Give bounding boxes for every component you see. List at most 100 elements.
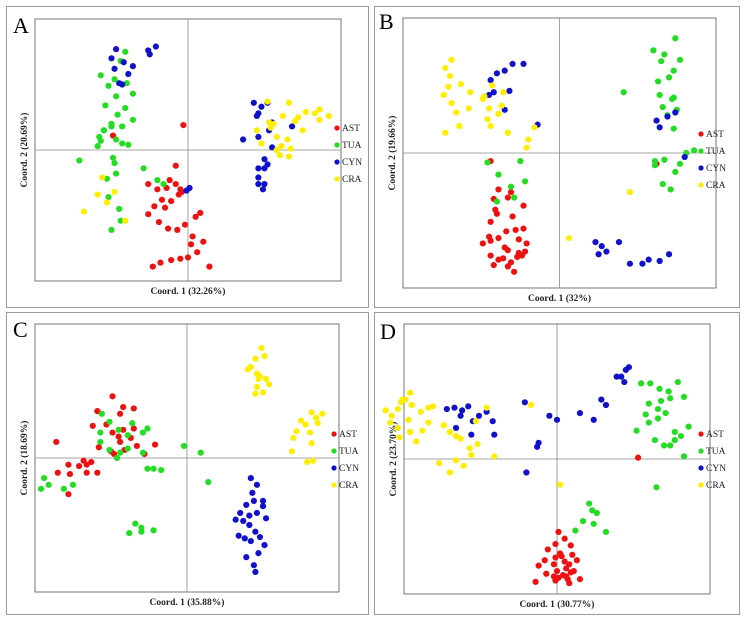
data-point-cra bbox=[308, 409, 315, 416]
data-point-cyn bbox=[288, 123, 296, 130]
data-point-cyn bbox=[255, 165, 262, 172]
data-point-cyn bbox=[120, 59, 127, 66]
data-point-tua bbox=[620, 89, 627, 96]
data-point-tua bbox=[685, 423, 692, 430]
data-point-tua bbox=[662, 410, 669, 417]
data-point-cyn bbox=[259, 186, 267, 193]
legend-label-tua: TUA bbox=[339, 447, 359, 457]
data-point-ast bbox=[53, 438, 60, 446]
data-point-cra bbox=[448, 99, 455, 107]
data-point-tua bbox=[114, 111, 121, 118]
data-point-cyn bbox=[598, 396, 605, 403]
data-point-cyn bbox=[521, 399, 528, 406]
x-axis-label: Coord. 1 (32.26%) bbox=[151, 286, 226, 297]
data-point-cra bbox=[436, 459, 443, 467]
data-point-tua bbox=[665, 74, 673, 81]
data-point-cyn bbox=[247, 475, 254, 482]
data-point-ast bbox=[83, 461, 90, 468]
data-point-cra bbox=[264, 98, 271, 105]
data-point-cra bbox=[258, 140, 265, 147]
data-point-ast bbox=[504, 247, 511, 254]
data-point-cyn bbox=[590, 416, 597, 423]
data-point-cra bbox=[285, 153, 293, 160]
data-point-ast bbox=[512, 226, 519, 234]
data-point-tua bbox=[97, 72, 104, 79]
data-point-cyn bbox=[618, 373, 625, 380]
data-point-tua bbox=[122, 104, 129, 112]
data-point-tua bbox=[94, 142, 101, 150]
data-point-ast bbox=[206, 263, 213, 270]
data-point-cra bbox=[299, 127, 306, 134]
legend-marker-ast bbox=[698, 431, 704, 437]
data-point-cra bbox=[316, 116, 323, 123]
data-point-cra bbox=[122, 217, 129, 224]
y-axis-label: Coord. 2 (19.66%) bbox=[387, 116, 398, 191]
data-point-cra bbox=[483, 404, 490, 411]
data-point-tua bbox=[125, 141, 132, 148]
data-point-cra bbox=[80, 208, 88, 215]
data-point-cyn bbox=[576, 410, 584, 417]
data-point-cyn bbox=[452, 424, 460, 432]
data-point-cra bbox=[244, 366, 251, 373]
data-point-ast bbox=[65, 491, 72, 498]
legend-marker-cyn bbox=[698, 465, 704, 471]
data-point-cyn bbox=[252, 568, 259, 575]
data-point-cyn bbox=[451, 404, 458, 411]
data-point-cra bbox=[474, 441, 481, 448]
data-point-cra bbox=[408, 401, 415, 409]
data-point-cyn bbox=[111, 65, 118, 72]
data-point-ast bbox=[154, 186, 161, 193]
data-point-ast bbox=[520, 202, 527, 209]
data-point-tua bbox=[667, 395, 674, 402]
data-point-ast bbox=[168, 256, 175, 264]
data-point-cyn bbox=[553, 416, 561, 423]
legend-marker-tua bbox=[331, 448, 337, 454]
data-point-cra bbox=[94, 191, 101, 198]
data-point-ast bbox=[109, 429, 116, 436]
data-point-tua bbox=[651, 437, 659, 444]
data-point-ast bbox=[520, 225, 527, 232]
data-point-cra bbox=[252, 355, 259, 362]
legend-marker-cyn bbox=[331, 465, 337, 471]
scatter-plot-c: C Coord. 1 (35.88%) Coord. 2 (18.69%) AST TU… bbox=[13, 317, 359, 608]
data-point-cra bbox=[465, 105, 472, 112]
data-point-tua bbox=[521, 178, 529, 185]
data-point-tua bbox=[654, 415, 662, 422]
data-point-cra bbox=[504, 129, 511, 136]
data-point-cyn bbox=[243, 554, 250, 561]
legend-marker-cyn bbox=[334, 159, 340, 165]
data-point-ast bbox=[553, 567, 561, 575]
chart-panel-d: D Coord. 1 (30.77%) Coord. 2 (23.70%) AST TU… bbox=[374, 312, 740, 615]
data-point-cyn bbox=[621, 378, 628, 386]
legend-label-cyn: CYN bbox=[342, 158, 362, 168]
data-point-cyn bbox=[501, 67, 508, 74]
data-point-cra bbox=[446, 72, 454, 80]
data-point-ast bbox=[504, 263, 511, 270]
data-point-tua bbox=[41, 475, 48, 482]
data-point-cyn bbox=[653, 117, 660, 124]
data-point-tua bbox=[493, 198, 500, 205]
scatter-plot-b: B Coord. 1 (32%) Coord. 2 (19.66%) AST TUA CY… bbox=[379, 9, 726, 304]
legend-marker-tua bbox=[698, 448, 704, 454]
data-point-cra bbox=[495, 110, 502, 117]
data-point-ast bbox=[487, 218, 494, 225]
data-point-ast bbox=[487, 252, 494, 259]
legend-label-tua: TUA bbox=[342, 141, 362, 151]
data-point-tua bbox=[579, 518, 587, 525]
data-point-cyn bbox=[602, 401, 610, 409]
data-point-cra bbox=[262, 375, 270, 383]
data-point-ast bbox=[157, 259, 164, 266]
data-point-ast bbox=[493, 210, 500, 217]
data-point-cra bbox=[259, 389, 267, 396]
data-point-ast bbox=[634, 454, 642, 461]
data-point-ast bbox=[166, 177, 173, 184]
data-point-ast bbox=[181, 221, 189, 228]
data-point-cra bbox=[313, 414, 320, 421]
data-point-cyn bbox=[261, 165, 268, 172]
data-point-ast bbox=[569, 551, 576, 558]
data-point-tua bbox=[124, 432, 131, 439]
data-point-ast bbox=[518, 252, 526, 259]
data-point-ast bbox=[165, 225, 172, 232]
data-point-cra bbox=[382, 407, 389, 414]
data-point-ast bbox=[65, 461, 72, 468]
